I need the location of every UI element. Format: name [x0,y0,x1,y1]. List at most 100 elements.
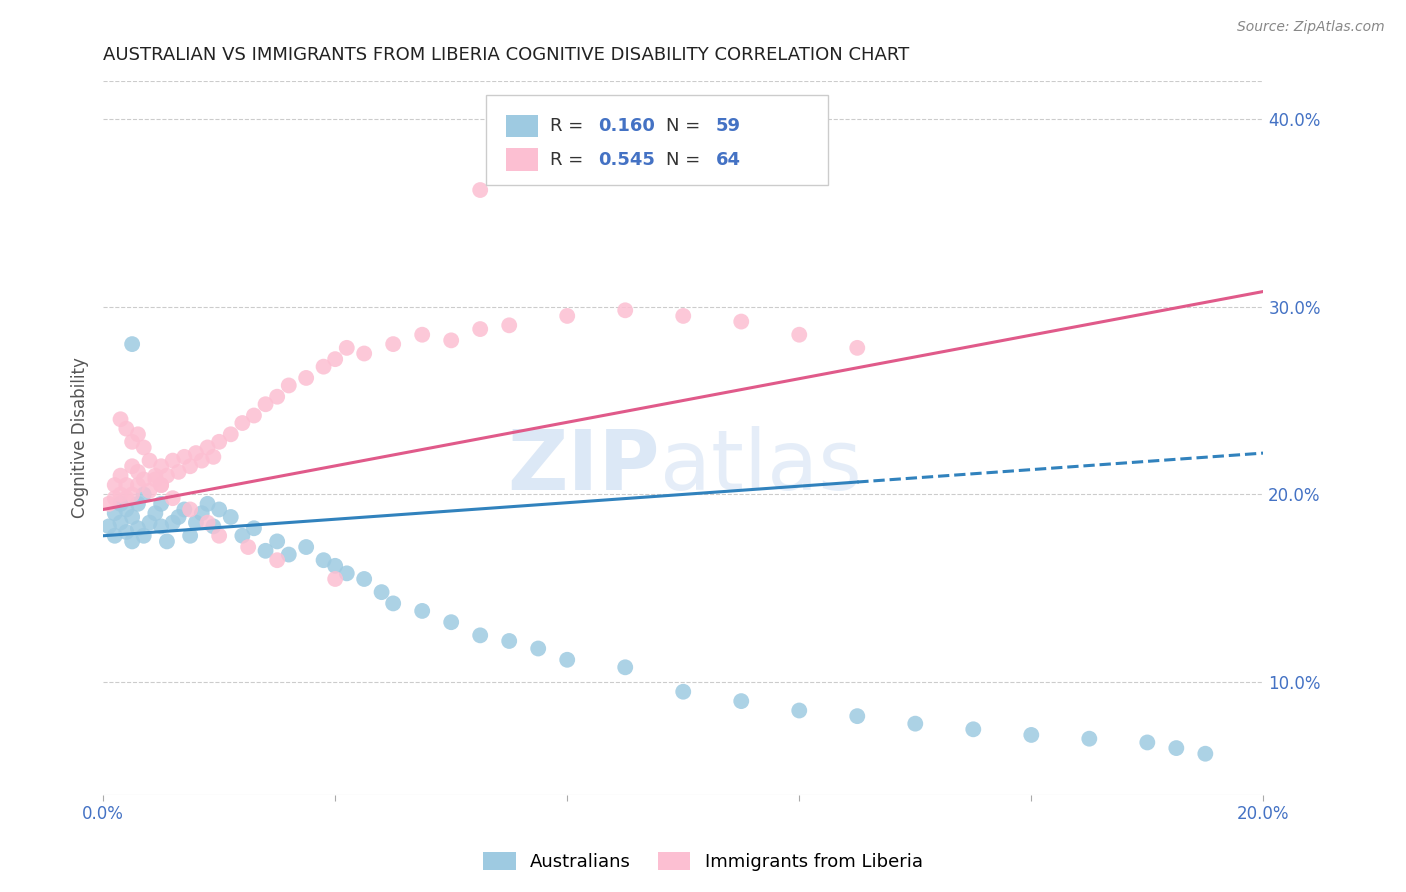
Point [962,723,984,737]
Text: 0.160: 0.160 [599,117,655,135]
Text: 64: 64 [716,151,741,169]
Point [295,540,318,554]
Point [97,497,120,511]
Point [277,378,299,392]
Point [470,183,492,197]
Point [162,453,184,467]
Point [295,371,318,385]
Point [127,465,149,479]
Point [208,502,231,516]
Point [614,660,637,674]
Point [202,519,225,533]
Point [167,510,190,524]
Point [162,516,184,530]
Point [143,468,166,483]
Point [197,497,219,511]
Point [382,337,405,351]
Point [150,459,173,474]
Point [127,497,149,511]
Point [121,434,143,449]
Point [173,502,195,516]
Point [156,534,179,549]
Point [184,446,207,460]
Point [323,558,346,573]
Point [132,487,155,501]
Text: ZIP: ZIP [508,426,659,508]
Text: atlas: atlas [659,426,862,508]
Text: Source: ZipAtlas.com: Source: ZipAtlas.com [1237,20,1385,34]
Point [150,519,173,533]
Point [336,566,359,581]
Point [138,483,160,498]
Point [498,318,520,333]
Point [121,337,143,351]
Point [115,524,138,539]
FancyBboxPatch shape [506,114,538,137]
Point [97,519,120,533]
Point [208,434,231,449]
Point [440,615,463,630]
Point [127,427,149,442]
Point [470,628,492,642]
Point [672,309,695,323]
Point [1136,735,1159,749]
Point [156,468,179,483]
FancyBboxPatch shape [486,95,828,185]
Point [115,491,138,506]
Point [115,422,138,436]
Point [179,529,201,543]
Point [179,502,201,516]
Point [527,641,550,656]
Point [353,572,375,586]
Point [138,516,160,530]
Point [132,472,155,486]
Point [312,359,335,374]
Point [1078,731,1101,746]
Legend: Australians, Immigrants from Liberia: Australians, Immigrants from Liberia [475,845,931,879]
Point [104,506,127,520]
Point [190,453,212,467]
Point [143,506,166,520]
Text: 0.545: 0.545 [599,151,655,169]
Text: R =: R = [550,117,589,135]
Point [730,314,752,328]
Point [197,516,219,530]
Point [202,450,225,464]
Point [162,491,184,506]
Point [846,341,869,355]
Point [110,497,132,511]
Point [231,416,253,430]
Point [143,472,166,486]
Point [370,585,392,599]
Point [110,468,132,483]
Point [254,397,277,411]
Y-axis label: Cognitive Disability: Cognitive Disability [72,358,89,518]
Point [672,684,695,698]
Point [110,487,132,501]
Point [127,521,149,535]
Point [440,334,463,348]
Point [150,478,173,492]
Point [1194,747,1216,761]
Point [323,352,346,367]
Point [1166,741,1188,756]
Point [121,534,143,549]
Point [312,553,335,567]
Point [104,491,127,506]
Point [382,596,405,610]
Point [208,529,231,543]
Point [498,634,520,648]
Point [115,478,138,492]
FancyBboxPatch shape [506,148,538,171]
Point [266,553,288,567]
Point [104,478,127,492]
Point [555,309,578,323]
Point [243,409,266,423]
Point [787,327,810,342]
Point [323,572,346,586]
Point [121,487,143,501]
Point [110,516,132,530]
Point [730,694,752,708]
Point [150,478,173,492]
Point [236,540,259,554]
